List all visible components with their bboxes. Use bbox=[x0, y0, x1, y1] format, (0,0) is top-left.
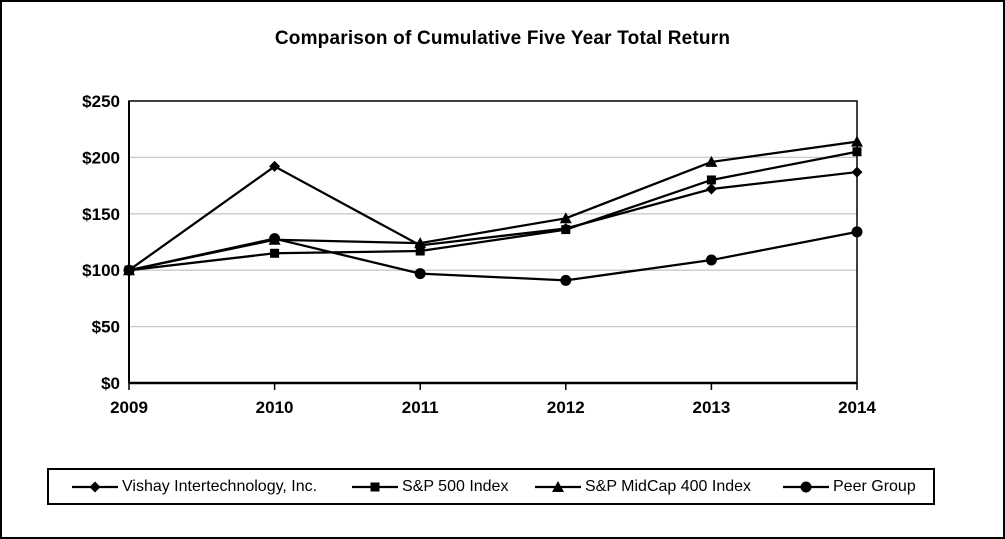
x-tick-label: 2013 bbox=[692, 398, 730, 417]
circle-marker bbox=[705, 254, 717, 266]
plot-border bbox=[128, 100, 858, 384]
square-legend-sample-icon bbox=[352, 482, 398, 491]
y-tick-label: $200 bbox=[82, 148, 120, 167]
legend-item: S&P 500 Index bbox=[352, 470, 508, 503]
diamond-marker bbox=[89, 481, 101, 492]
circle-marker bbox=[851, 226, 863, 238]
diamond-marker bbox=[269, 160, 281, 172]
legend-item: Peer Group bbox=[783, 470, 916, 503]
legend-label: Vishay Intertechnology, Inc. bbox=[122, 477, 318, 495]
circle-marker bbox=[414, 268, 426, 280]
square-marker bbox=[561, 225, 571, 235]
legend-label: S&P 500 Index bbox=[402, 477, 509, 495]
circle-legend-sample-icon bbox=[783, 481, 829, 492]
triangle-legend-sample-icon bbox=[535, 480, 581, 492]
triangle-marker bbox=[414, 237, 427, 249]
diamond-legend-sample-icon bbox=[72, 481, 118, 492]
x-tick-label: 2009 bbox=[110, 398, 148, 417]
legend-label: S&P MidCap 400 Index bbox=[585, 477, 752, 495]
y-tick-label: $150 bbox=[82, 205, 120, 224]
diamond-marker bbox=[705, 183, 717, 195]
circle-marker bbox=[800, 481, 812, 492]
series-square bbox=[124, 147, 862, 275]
square-marker bbox=[270, 248, 280, 258]
series-circle bbox=[123, 226, 863, 286]
x-tick-label: 2011 bbox=[402, 398, 439, 417]
triangle-marker bbox=[851, 135, 863, 147]
series-triangle bbox=[123, 135, 863, 276]
square-marker bbox=[415, 246, 425, 256]
x-tick-label: 2012 bbox=[547, 398, 585, 417]
legend-label: Peer Group bbox=[833, 477, 916, 495]
y-tick-label: $0 bbox=[101, 374, 120, 393]
circle-marker bbox=[269, 233, 281, 245]
x-tick-label: 2014 bbox=[838, 398, 876, 417]
y-tick-label: $100 bbox=[82, 261, 120, 280]
legend: Vishay Intertechnology, Inc. S&P 500 Inde… bbox=[47, 468, 935, 505]
diamond-marker bbox=[851, 166, 863, 178]
series-line bbox=[128, 230, 858, 282]
triangle-marker bbox=[552, 480, 564, 492]
square-marker bbox=[852, 147, 862, 157]
triangle-marker bbox=[559, 212, 572, 224]
x-tick-label: 2010 bbox=[256, 398, 294, 417]
y-tick-label: $250 bbox=[82, 92, 120, 111]
square-marker bbox=[706, 175, 716, 185]
chart-title: Comparison of Cumulative Five Year Total… bbox=[274, 28, 731, 49]
legend-item: S&P MidCap 400 Index bbox=[535, 470, 751, 503]
circle-marker bbox=[560, 274, 572, 286]
triangle-marker bbox=[705, 155, 718, 167]
series-line bbox=[128, 165, 858, 272]
square-marker bbox=[370, 482, 380, 491]
series-line bbox=[128, 140, 858, 272]
legend-item: Vishay Intertechnology, Inc. bbox=[72, 470, 317, 503]
series-line bbox=[128, 150, 858, 272]
y-tick-label: $50 bbox=[92, 318, 120, 337]
square-marker bbox=[124, 265, 134, 275]
